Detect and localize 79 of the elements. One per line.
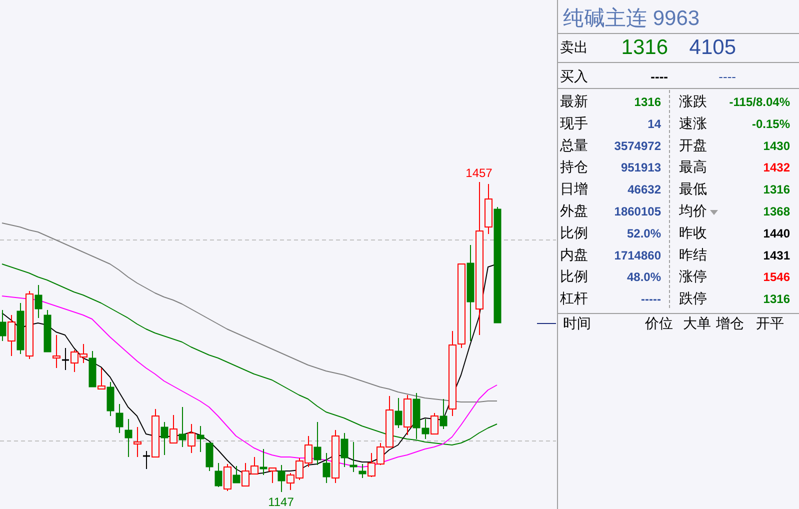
- text: 外盘: [560, 202, 588, 218]
- candlestick: [52, 334, 60, 368]
- text: 开平: [756, 315, 784, 331]
- text: 时间: [563, 315, 591, 331]
- candlestick: [34, 284, 42, 318]
- candlestick: [124, 418, 132, 458]
- candlestick: [466, 244, 474, 342]
- candlestick: [196, 426, 204, 452]
- text: 1316: [763, 292, 790, 306]
- candlestick: [340, 432, 348, 468]
- text: 现手: [560, 114, 588, 131]
- text: 最低: [679, 180, 707, 197]
- candlestick: [314, 422, 322, 466]
- candlestick: [106, 382, 114, 416]
- text: 大单: [683, 315, 711, 331]
- candlestick: [116, 404, 124, 434]
- candlestick: [188, 424, 196, 454]
- candlestick: [484, 184, 492, 234]
- text: 昨结: [679, 246, 707, 262]
- text: 持仓: [560, 158, 588, 175]
- candlestick: [8, 314, 16, 356]
- text: 跌停: [679, 290, 707, 306]
- text: 价位: [644, 315, 673, 331]
- candlestick: [134, 426, 142, 458]
- text: 内盘: [560, 246, 588, 262]
- text: 14: [648, 116, 662, 131]
- candlestick: [260, 448, 268, 476]
- text: 46632: [628, 182, 662, 197]
- text: 最新: [560, 93, 588, 109]
- candlestick: [322, 452, 330, 484]
- text: ----: [650, 69, 668, 84]
- text: 951913: [620, 160, 662, 175]
- text: 最高: [679, 158, 707, 175]
- candlestick: [61, 348, 70, 370]
- text: 1432: [763, 160, 790, 175]
- text: 杠杆: [559, 290, 588, 306]
- text: 涨跌: [679, 93, 707, 109]
- text: 1316: [763, 182, 790, 197]
- text: 52.0%: [626, 226, 662, 240]
- annotation: 1457: [466, 166, 493, 180]
- text: 比例: [560, 224, 588, 240]
- candlestick: [476, 182, 484, 336]
- text: 1316: [621, 36, 668, 59]
- candlestick: [0, 310, 6, 342]
- text: 48.0%: [626, 270, 662, 284]
- candlestick: [448, 330, 456, 416]
- text: 总量: [559, 136, 588, 153]
- text: -----: [641, 292, 661, 306]
- text: 增仓: [715, 315, 744, 331]
- text: 均价: [678, 202, 707, 218]
- candlestick: [178, 406, 186, 448]
- text: 卖出: [560, 39, 588, 55]
- text: -115/8.04%: [729, 95, 790, 109]
- text: 1430: [763, 138, 790, 153]
- candlestick: [278, 464, 286, 492]
- text: 买入: [560, 68, 588, 84]
- text: 速涨: [679, 114, 707, 131]
- text: 1368: [763, 204, 790, 218]
- text: 4105: [689, 36, 736, 59]
- text: 纯碱主连 9963: [563, 7, 700, 30]
- annotation: 1147: [268, 495, 294, 509]
- candlestick: [332, 430, 340, 484]
- text: 日增: [560, 180, 588, 197]
- text: 1431: [763, 248, 790, 262]
- text: 1546: [763, 270, 790, 284]
- text: -0.15%: [752, 116, 790, 131]
- text: 涨停: [679, 268, 707, 284]
- text: 1860105: [614, 204, 662, 218]
- text: 开盘: [679, 136, 707, 153]
- text: 3574972: [614, 138, 662, 153]
- text: ----: [718, 69, 736, 84]
- candlestick: [142, 450, 151, 470]
- candlestick: [160, 422, 168, 456]
- text: 1440: [763, 226, 790, 240]
- text: 1316: [634, 95, 662, 109]
- text: 1714860: [614, 248, 662, 262]
- candlestick: [350, 442, 358, 472]
- text: 比例: [560, 268, 588, 284]
- text: 昨收: [679, 224, 707, 240]
